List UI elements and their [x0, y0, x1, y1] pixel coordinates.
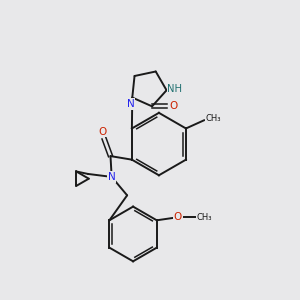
Text: O: O — [169, 101, 178, 111]
Text: CH₃: CH₃ — [196, 213, 212, 222]
Text: NH: NH — [167, 84, 182, 94]
Text: O: O — [174, 212, 182, 222]
Text: N: N — [108, 172, 116, 182]
Text: N: N — [127, 99, 135, 109]
Text: CH₃: CH₃ — [206, 114, 221, 123]
Text: O: O — [99, 127, 107, 137]
